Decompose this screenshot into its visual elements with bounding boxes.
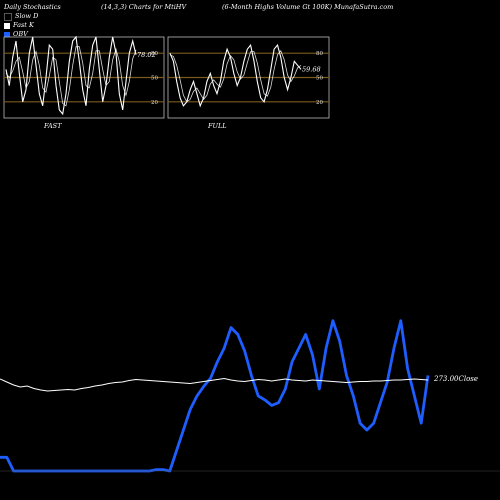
- level-label-20: 20: [316, 100, 323, 106]
- series-line-slow-d: [5, 46, 137, 107]
- legend-swatch-fast-k: [4, 22, 10, 29]
- series-line-close: [0, 377, 429, 392]
- series-line-obv: [0, 319, 430, 473]
- close-value-label: 273.00Close: [433, 375, 478, 383]
- legend-label-obv: OBV: [13, 30, 28, 38]
- level-label-50: 50: [316, 76, 323, 82]
- series-line-fast-k: [169, 43, 302, 108]
- legend-label-fast-k: Fast K: [13, 21, 34, 29]
- panel-caption: FULL: [207, 122, 227, 130]
- legend-item-fast-k: Fast K: [4, 21, 38, 30]
- header-chart-params: (14,3,3) Charts for MtiHV: [101, 3, 187, 11]
- full-stochastic-panel: 20 50 80 59.68 FULL: [167, 36, 330, 130]
- legend-swatch-slow-d: [4, 12, 12, 21]
- header-source: (6-Month Highs Volume Gt 100K) MunafaSut…: [222, 3, 394, 11]
- legend: Slow D Fast K OBV: [4, 12, 38, 39]
- last-value-label: 78.02: [137, 51, 156, 59]
- legend-item-obv: OBV: [4, 30, 38, 39]
- legend-swatch-obv: [4, 31, 10, 38]
- header-title: Daily Stochastics: [4, 3, 61, 11]
- series-line-fast-k: [5, 35, 137, 116]
- last-value-label: 59.68: [302, 65, 321, 73]
- obv-close-panel: 273.00Close: [0, 319, 500, 473]
- level-label-50: 50: [151, 76, 158, 82]
- legend-label-slow-d: Slow D: [15, 12, 39, 20]
- legend-item-slow-d: Slow D: [4, 12, 38, 21]
- level-label-80: 80: [151, 51, 158, 57]
- level-label-80: 80: [316, 51, 323, 57]
- panel-caption: FAST: [43, 122, 62, 130]
- level-label-20: 20: [151, 100, 158, 106]
- series-line-slow-d: [169, 50, 302, 103]
